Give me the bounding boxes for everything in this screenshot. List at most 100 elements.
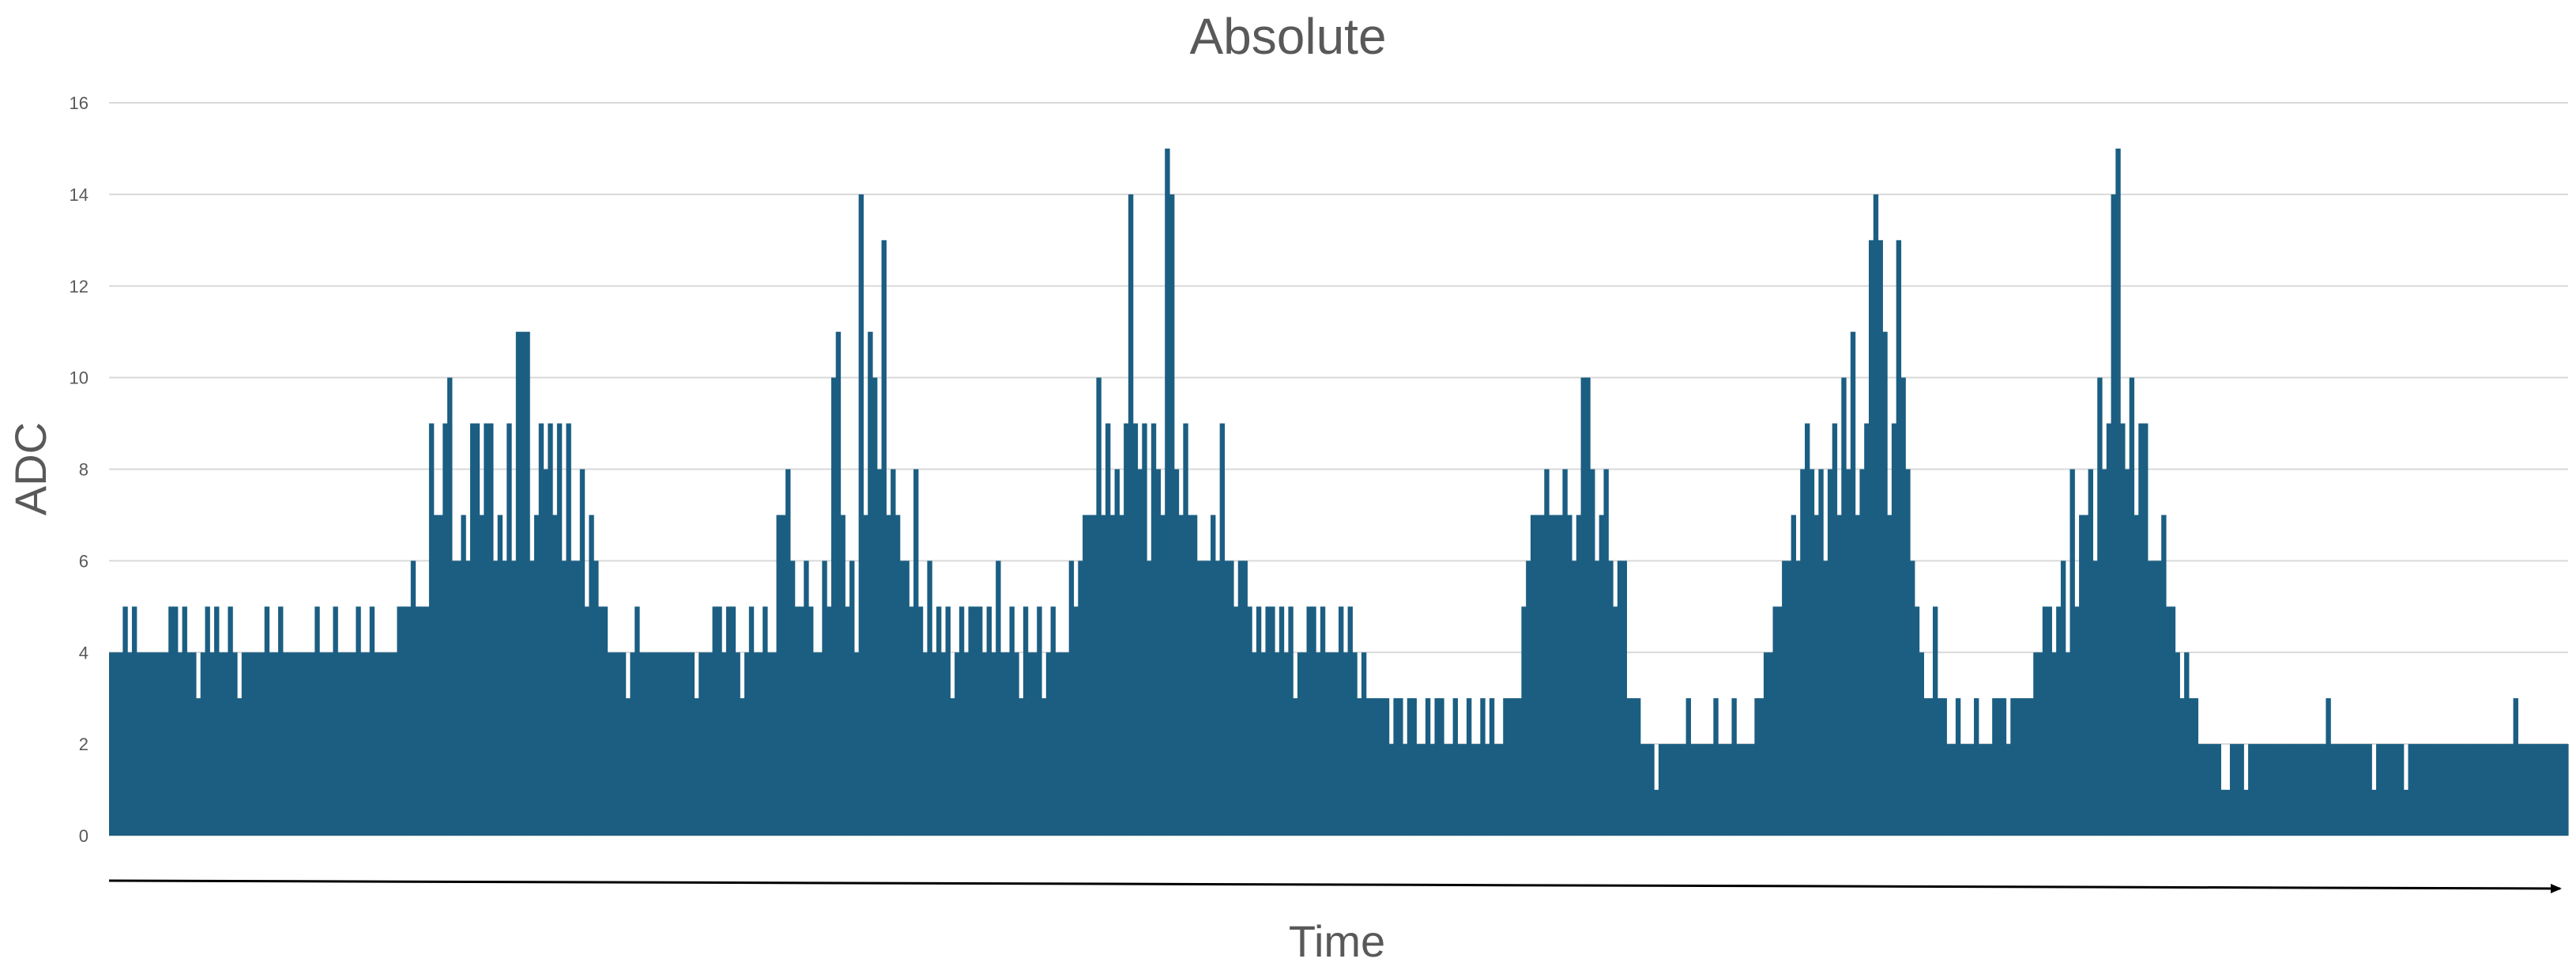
bar	[2522, 744, 2528, 836]
bar	[136, 652, 142, 836]
bar	[465, 560, 471, 836]
bar	[1233, 606, 1239, 836]
bar	[433, 515, 439, 836]
bar	[387, 652, 394, 836]
bar	[940, 652, 947, 836]
bar	[109, 652, 115, 836]
bar	[981, 652, 988, 836]
bar	[2499, 744, 2505, 836]
bar	[2326, 698, 2331, 836]
bar	[2120, 423, 2126, 836]
bar	[1850, 331, 1856, 836]
bar	[296, 652, 302, 836]
bar	[1242, 560, 1248, 836]
bar	[1027, 652, 1034, 836]
bar	[1608, 560, 1614, 836]
bar	[2193, 698, 2199, 836]
bar	[653, 652, 658, 836]
bar	[684, 652, 691, 836]
bar	[689, 652, 695, 836]
bar	[2307, 744, 2313, 836]
bar	[2198, 744, 2203, 836]
bar	[2060, 560, 2066, 836]
bar	[228, 606, 233, 836]
bar	[314, 606, 320, 836]
bar	[2467, 744, 2473, 836]
bar	[808, 606, 814, 836]
bar	[1562, 469, 1568, 836]
bar	[1124, 423, 1129, 836]
bar	[1905, 469, 1911, 836]
bar	[1475, 744, 1481, 836]
bar	[1521, 606, 1527, 836]
y-axis-title: ADC	[6, 422, 55, 515]
bar	[2257, 744, 2263, 836]
bar	[917, 606, 924, 836]
bar	[1576, 515, 1582, 836]
bar	[186, 652, 192, 836]
bar	[1105, 423, 1111, 836]
bar	[2165, 606, 2171, 836]
bar	[561, 560, 567, 836]
bar	[913, 469, 919, 836]
bar	[556, 423, 563, 836]
bar	[1165, 148, 1170, 836]
bar	[2047, 606, 2052, 836]
bar	[1745, 744, 1751, 836]
bar	[945, 606, 951, 836]
bar	[1019, 698, 1024, 836]
bar	[2175, 652, 2180, 836]
bar	[1398, 698, 1403, 836]
bar	[1626, 698, 1632, 836]
bar	[405, 606, 412, 836]
bar	[1293, 698, 1298, 836]
bar	[1827, 469, 1833, 836]
bar	[758, 652, 763, 836]
bar	[1329, 652, 1335, 836]
bar	[1823, 560, 1828, 836]
bar	[1173, 469, 1180, 836]
bar	[2005, 744, 2011, 836]
bar	[2293, 744, 2299, 836]
bar	[2019, 698, 2025, 836]
bar	[2394, 744, 2400, 836]
bar	[927, 560, 932, 836]
bar	[1763, 652, 1769, 836]
bar	[638, 652, 645, 836]
bar	[278, 606, 284, 836]
bar	[172, 606, 179, 836]
bar	[255, 652, 261, 836]
bar	[1045, 652, 1052, 836]
bar	[699, 652, 704, 836]
bar	[1393, 698, 1399, 836]
bar	[1452, 698, 1458, 836]
chart-title: Absolute	[1189, 8, 1386, 65]
bar	[374, 652, 379, 836]
bar	[872, 377, 878, 836]
bar	[2124, 469, 2130, 836]
bar	[552, 515, 558, 836]
bar	[241, 652, 247, 836]
bar	[1685, 698, 1691, 836]
bar	[1370, 698, 1376, 836]
bar	[2284, 744, 2290, 836]
bar	[1887, 515, 1892, 836]
bar	[781, 515, 786, 836]
bar	[2348, 744, 2354, 836]
bar	[1211, 515, 1216, 836]
bar	[1649, 744, 1655, 836]
bar	[451, 560, 458, 836]
bar	[845, 606, 850, 836]
bar	[1087, 515, 1093, 836]
bar	[1014, 652, 1019, 836]
bar	[717, 606, 722, 836]
bar	[1557, 515, 1564, 836]
bar	[145, 652, 151, 836]
bar	[1256, 606, 1262, 836]
bar	[300, 652, 307, 836]
bar	[991, 652, 996, 836]
bar	[1192, 515, 1198, 836]
bar	[2508, 744, 2514, 836]
bar	[2010, 698, 2016, 836]
bar	[310, 652, 315, 836]
